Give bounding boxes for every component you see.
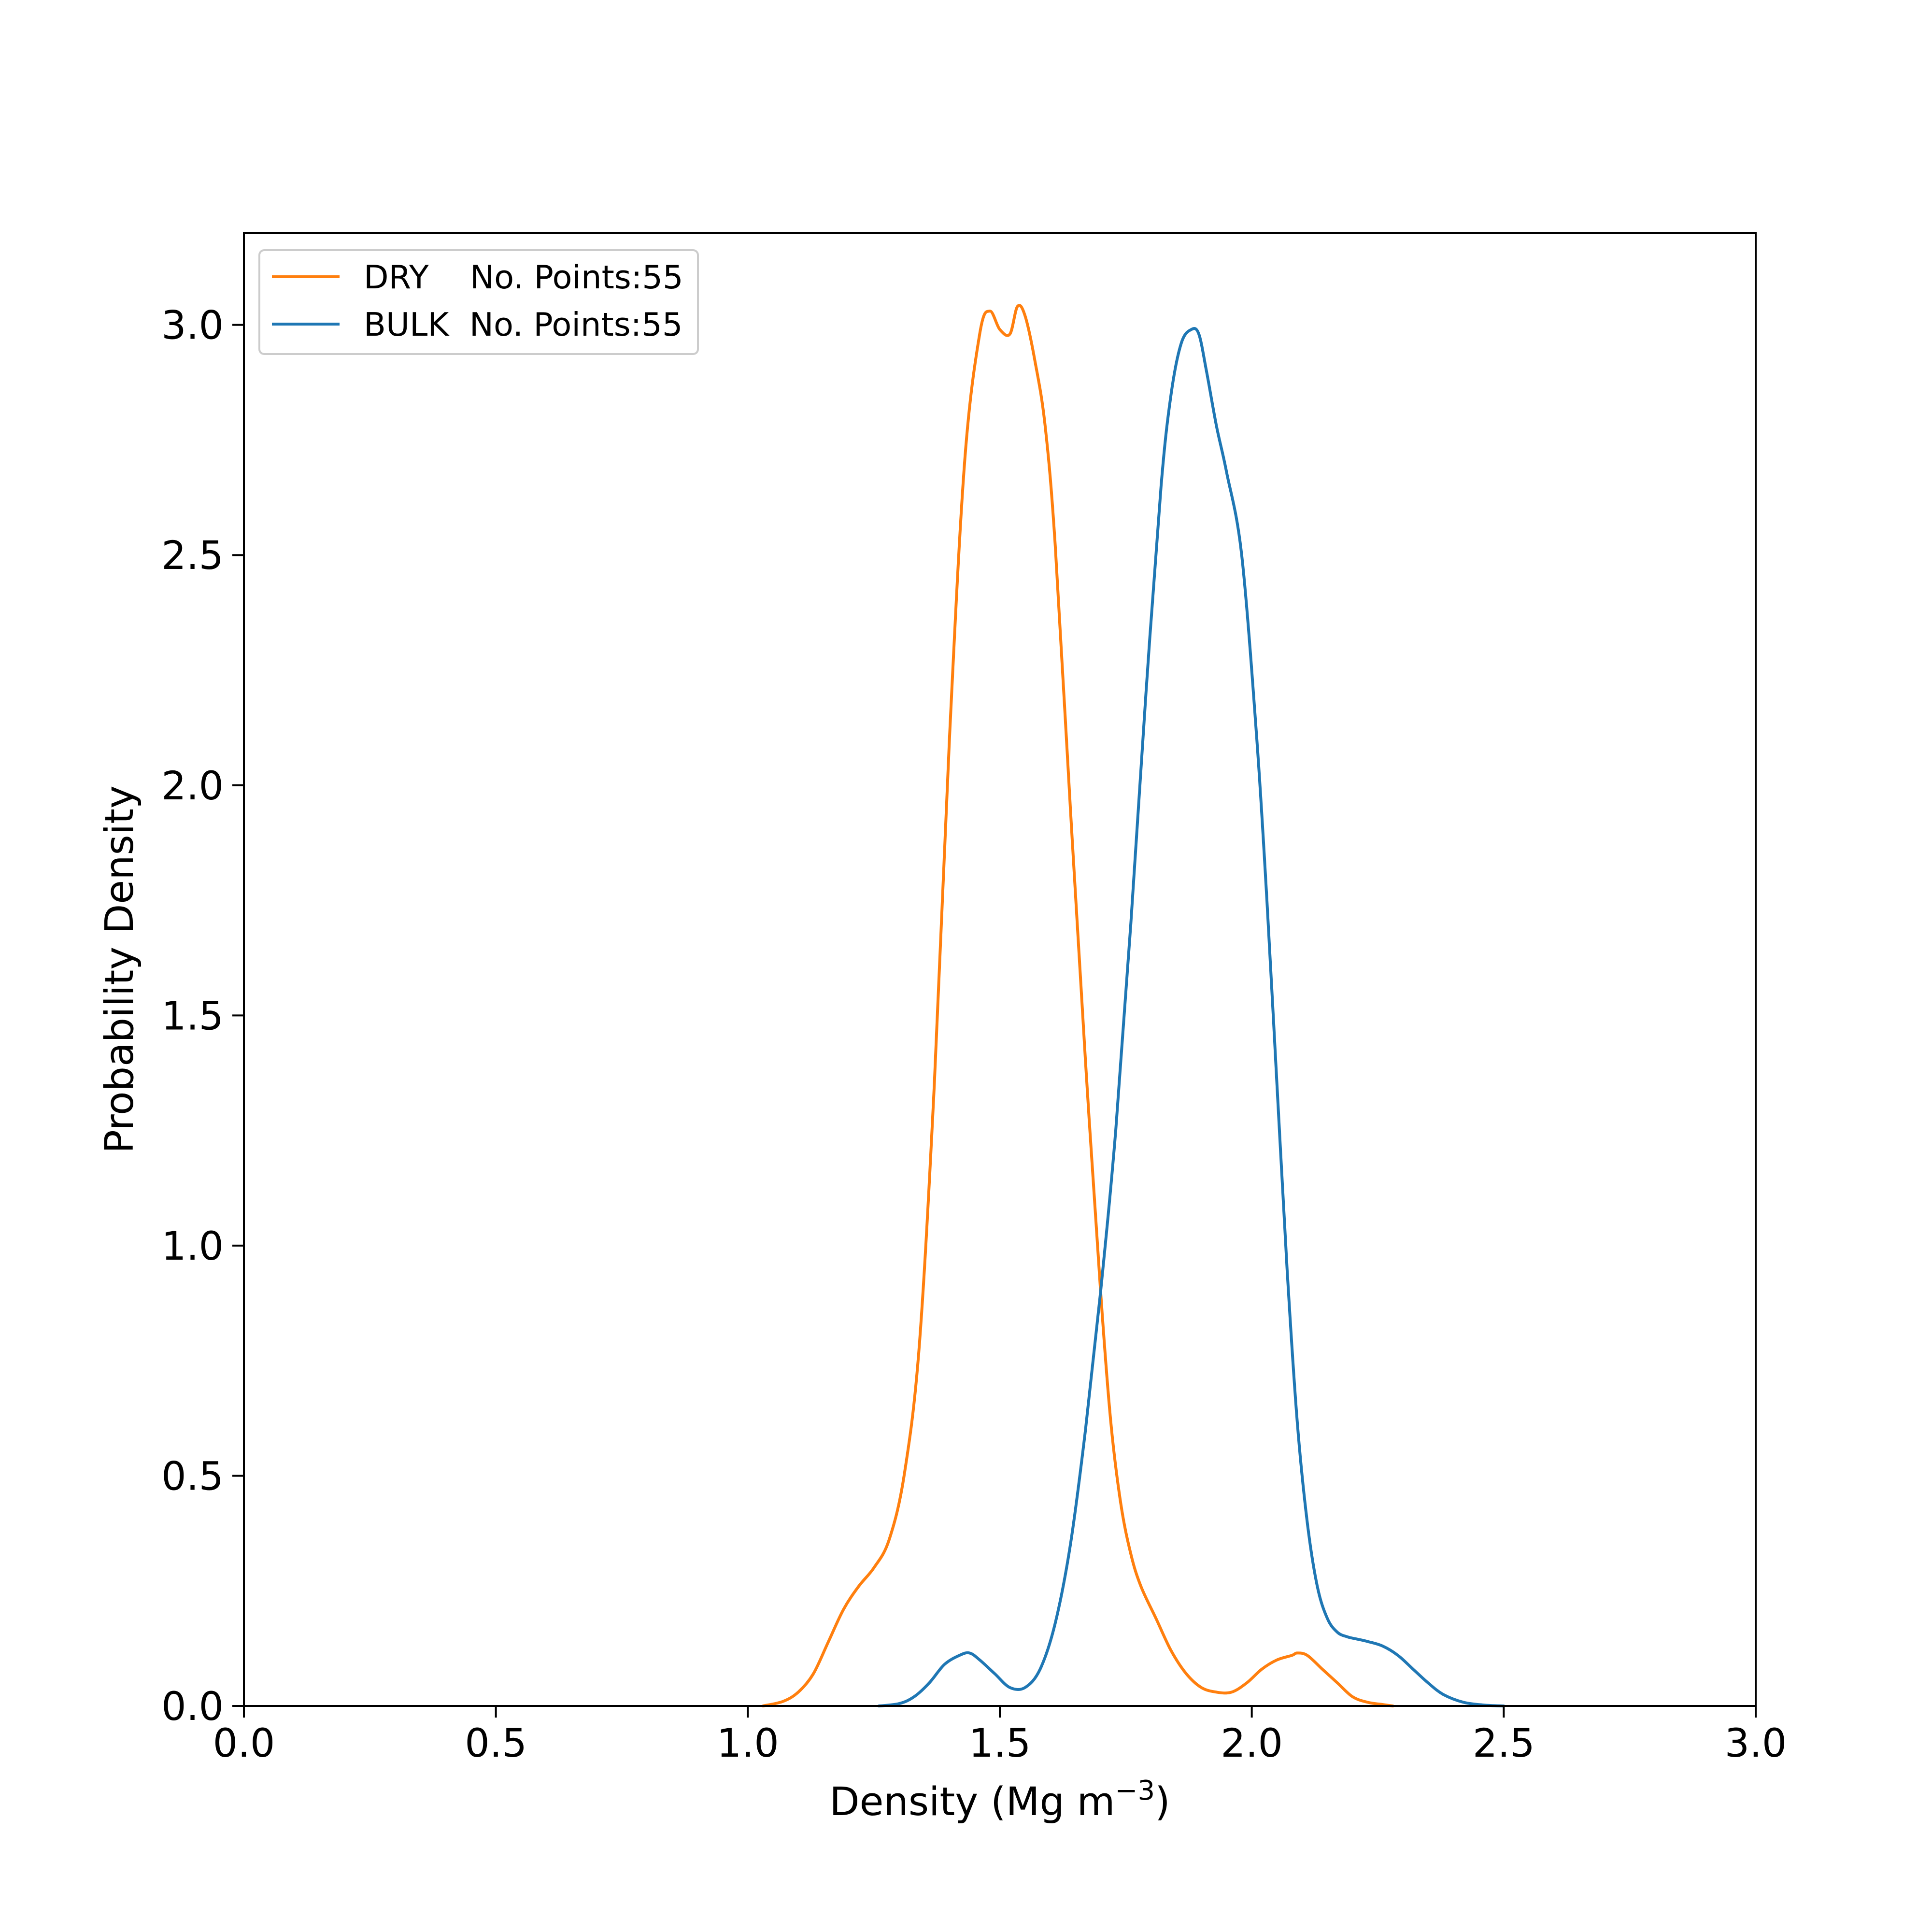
y-axis-label: Probability Density (97, 785, 142, 1153)
plot-area-frame (243, 232, 1757, 1707)
x-tick-label: 0.5 (465, 1721, 527, 1766)
legend-box (258, 249, 699, 355)
y-tick-label: 1.0 (161, 1224, 224, 1269)
x-axis-label-superscript: −3 (1115, 1775, 1155, 1806)
x-tick-label: 2.0 (1221, 1721, 1283, 1766)
series-line-bulk (877, 327, 1506, 1707)
x-axis-label-text: Density (Mg m (829, 1779, 1115, 1825)
y-axis: 0.0 0.5 1.0 1.5 2.0 2.5 3.0 (161, 303, 244, 1730)
y-tick-label: 0.5 (161, 1454, 224, 1499)
y-tick-label: 3.0 (161, 303, 224, 349)
legend-label-dry: DRY No. Points:55 (364, 258, 683, 296)
x-axis-label: Density (Mg m−3) (829, 1775, 1170, 1825)
x-tick-label: 1.0 (717, 1721, 779, 1766)
legend: DRY No. Points:55 BULK No. Points:55 (258, 249, 699, 355)
x-tick-label: 1.5 (969, 1721, 1031, 1766)
series-line-dry (761, 304, 1394, 1707)
x-axis-label-close: ) (1155, 1779, 1170, 1825)
y-tick-label: 2.0 (161, 764, 224, 809)
y-tick-label: 0.0 (161, 1684, 224, 1730)
plot-lines (761, 304, 1506, 1707)
x-tick-label: 3.0 (1725, 1721, 1787, 1766)
y-tick-label: 1.5 (161, 994, 224, 1039)
x-axis: 0.0 0.5 1.0 1.5 2.0 2.5 3.0 (213, 1706, 1787, 1766)
x-tick-label: 2.5 (1473, 1721, 1535, 1766)
x-tick-label: 0.0 (213, 1721, 275, 1766)
y-tick-label: 2.5 (161, 533, 224, 579)
legend-label-bulk: BULK No. Points:55 (364, 306, 682, 343)
